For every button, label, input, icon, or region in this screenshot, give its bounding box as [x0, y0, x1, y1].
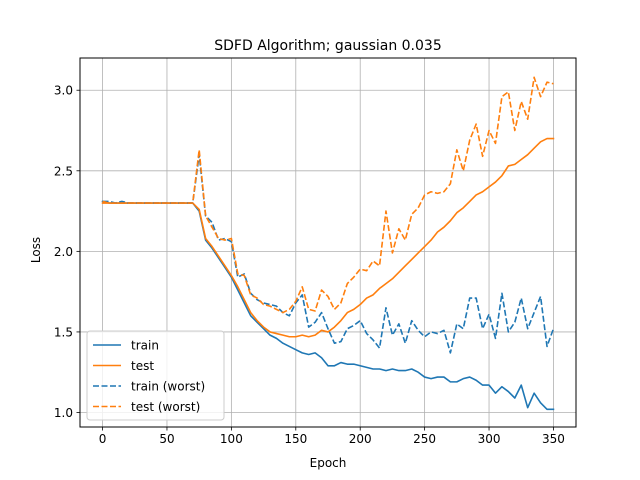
x-tick-label: 250 [413, 432, 436, 446]
legend-box [86, 330, 225, 421]
x-tick-label: 350 [542, 432, 565, 446]
x-tick-label: 150 [284, 432, 307, 446]
x-tick-label: 100 [220, 432, 243, 446]
series-line-train-worst [102, 153, 555, 354]
x-tick-label: 300 [478, 432, 501, 446]
x-tick-label: 200 [349, 432, 372, 446]
series-line-test [101, 137, 555, 338]
legend-label: train [131, 339, 159, 353]
plot-frame [79, 57, 577, 428]
legend-label: test (worst) [131, 400, 200, 414]
x-tick-label: 0 [99, 432, 107, 446]
legend: train test train (worst) test (worst) [86, 330, 225, 421]
series-layer [101, 76, 555, 411]
series-line-test-worst [102, 76, 554, 314]
legend-label: train (worst) [131, 380, 205, 394]
x-tick-label: 50 [159, 432, 174, 446]
y-axis-label: Loss [29, 237, 43, 263]
ticks: 0 50 100 150 200 250 300 350 1.0 1.5 2.0 2.5 3.0 [54, 84, 565, 446]
y-tick-label: 2.5 [54, 164, 73, 178]
y-tick-label: 2.0 [54, 245, 73, 259]
x-axis-label: Epoch [310, 456, 347, 470]
y-tick-label: 1.0 [54, 406, 73, 420]
legend-label: test [131, 359, 154, 373]
y-tick-label: 3.0 [54, 84, 73, 98]
chart-title: SDFD Algorithm; gaussian 0.035 [214, 38, 441, 54]
y-tick-label: 1.5 [54, 325, 73, 339]
